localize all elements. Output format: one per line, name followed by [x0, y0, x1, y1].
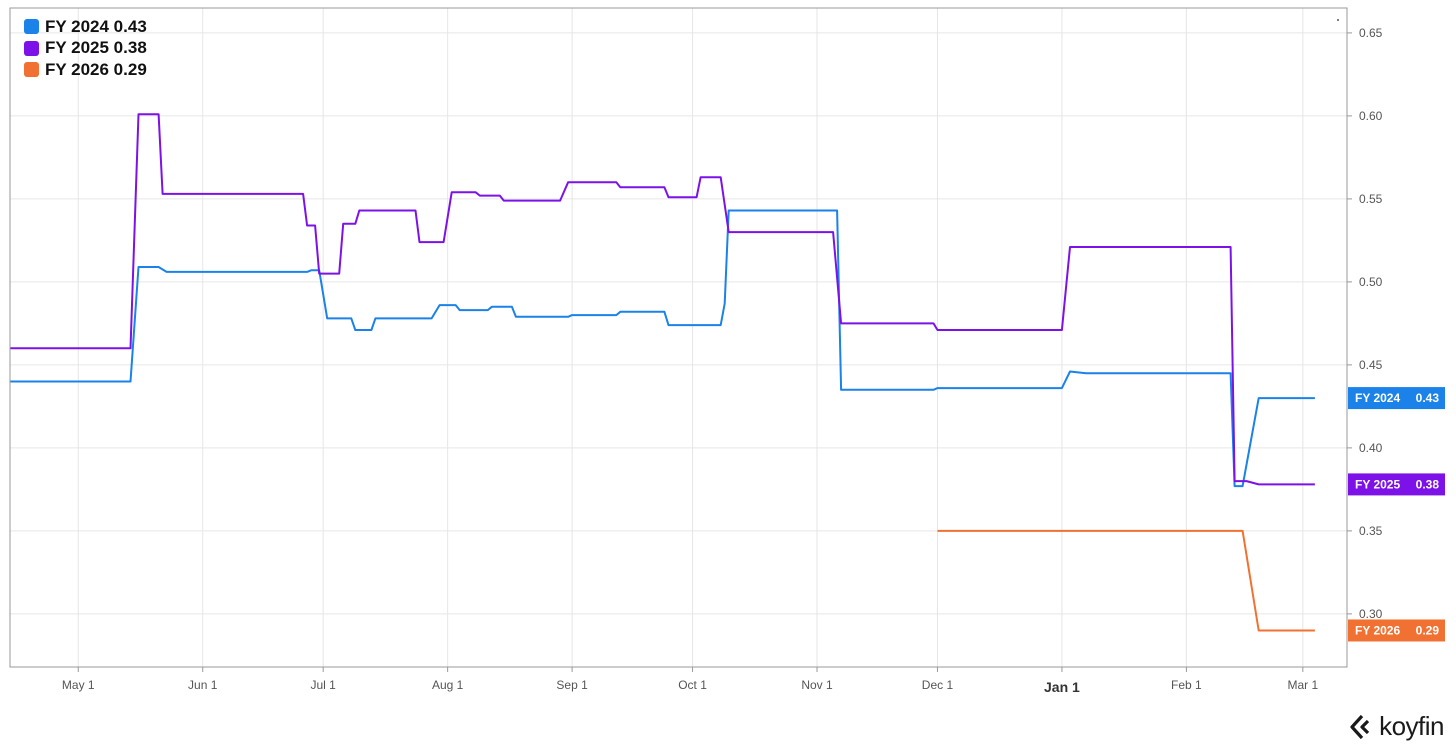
x-axis: May 1 Jun 1 Jul 1 Aug 1 Sep 1 Oct 1 Nov 1 Dec 1…	[62, 667, 1318, 695]
legend-item-fy2025[interactable]: FY 2025 0.38	[24, 38, 147, 60]
grid-lines	[10, 8, 1347, 667]
legend-label-fy2026: FY 2026 0.29	[45, 59, 147, 79]
x-tick-label: Sep 1	[556, 678, 588, 692]
koyfin-logo-text: koyfin	[1379, 711, 1444, 741]
legend-swatch-fy2026	[24, 62, 39, 78]
y-tick-label: 0.60	[1359, 109, 1383, 123]
legend-swatch-fy2025	[24, 40, 39, 56]
series-line-fy-2024	[10, 209, 1315, 488]
y-tick-label: 0.40	[1359, 441, 1383, 455]
legend: FY 2024 0.43 FY 2025 0.38 FY 2026 0.29	[24, 16, 147, 81]
last-value-tag-bg	[1348, 619, 1445, 642]
x-tick-label: Mar 1	[1287, 678, 1318, 692]
legend-label-fy2025: FY 2025 0.38	[45, 38, 147, 58]
last-value-tag-value: 0.29	[1416, 623, 1440, 637]
last-value-tag-fy-2026: FY 2026 0.29	[1348, 619, 1445, 642]
x-tick-label: Oct 1	[678, 678, 707, 692]
legend-item-fy2024[interactable]: FY 2024 0.43	[24, 16, 147, 38]
last-value-tag-value: 0.43	[1416, 391, 1440, 405]
y-tick-label: 0.30	[1359, 607, 1383, 621]
y-tick-label: 0.45	[1359, 358, 1383, 372]
last-value-tag-bg	[1348, 473, 1445, 496]
y-tick-label: 0.35	[1359, 524, 1383, 538]
y-tick-label: 0.65	[1359, 26, 1383, 40]
last-value-tag-name: FY 2026	[1355, 623, 1400, 637]
y-axis: 0.30 0.35 0.40 0.45 0.50 0.55 0.60 0.65	[1347, 26, 1383, 621]
last-value-tag-name: FY 2025	[1355, 477, 1400, 491]
x-tick-label: Aug 1	[432, 678, 464, 692]
last-value-tag-value: 0.38	[1416, 477, 1440, 491]
series-line-fy-2026	[937, 529, 1315, 632]
x-tick-label: May 1	[62, 678, 95, 692]
y-tick-label: 0.55	[1359, 192, 1383, 206]
x-tick-label: Jun 1	[188, 678, 218, 692]
corner-dot	[1337, 19, 1339, 21]
series-line-fy-2025	[10, 113, 1315, 486]
x-tick-label: Dec 1	[922, 678, 954, 692]
last-value-tag-fy-2025: FY 2025 0.38	[1348, 473, 1445, 496]
koyfin-logo: koyfin	[1349, 711, 1444, 742]
legend-label-fy2024: FY 2024 0.43	[45, 16, 147, 36]
series-lines	[10, 113, 1315, 632]
last-value-tags: FY 2024 0.43 FY 2025 0.38 FY 2026 0.29	[1348, 387, 1445, 642]
last-value-tag-fy-2024: FY 2024 0.43	[1348, 387, 1445, 410]
last-value-tag-bg	[1348, 387, 1445, 410]
y-tick-label: 0.50	[1359, 275, 1383, 289]
x-tick-label: Jan 1	[1044, 679, 1080, 695]
x-tick-label: Jul 1	[310, 678, 336, 692]
legend-swatch-fy2024	[24, 19, 39, 35]
legend-item-fy2026[interactable]: FY 2026 0.29	[24, 59, 147, 81]
x-tick-label: Feb 1	[1171, 678, 1202, 692]
plot-frame	[9, 7, 1348, 668]
x-tick-label: Nov 1	[801, 678, 833, 692]
koyfin-logo-icon	[1350, 714, 1370, 739]
last-value-tag-name: FY 2024	[1355, 391, 1400, 405]
